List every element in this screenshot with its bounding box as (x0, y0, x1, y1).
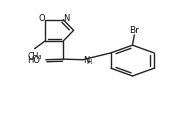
Text: O: O (39, 14, 45, 23)
Text: Br: Br (129, 25, 139, 34)
Text: CH₃: CH₃ (27, 51, 42, 60)
Text: N: N (84, 55, 90, 64)
Text: H: H (86, 58, 91, 64)
Text: N: N (63, 14, 70, 23)
Text: HO: HO (27, 56, 40, 65)
